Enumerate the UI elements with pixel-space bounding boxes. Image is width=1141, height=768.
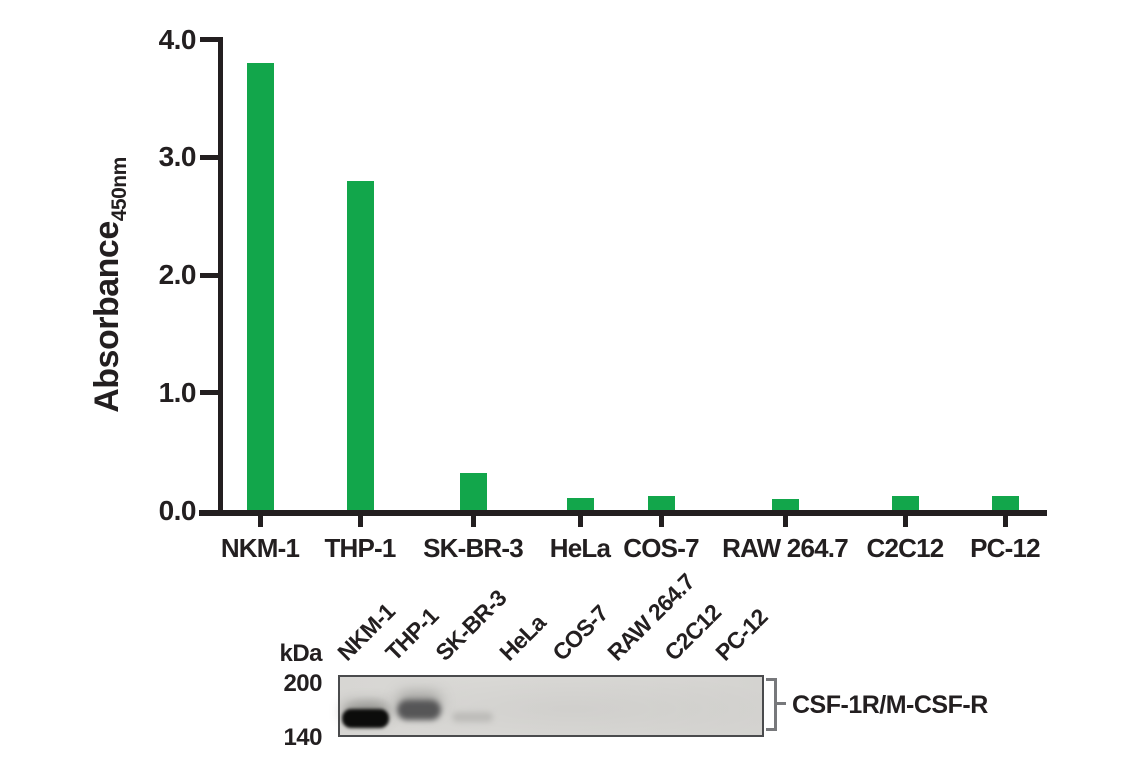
blot-membrane xyxy=(338,675,764,737)
y-tick-3 xyxy=(200,154,218,160)
bar-THP-1 xyxy=(346,181,374,510)
y-tick-label-1: 1.0 xyxy=(158,376,197,408)
x-tick-PC-12 xyxy=(1002,515,1008,527)
y-tick-4 xyxy=(200,37,218,42)
molecular-weight-marker-140: 140 xyxy=(283,724,322,751)
x-category-label-SK-BR-3: SK-BR-3 xyxy=(423,533,524,563)
band-range-bracket-tick xyxy=(777,702,786,705)
x-tick-RAW 264.7 xyxy=(782,515,788,527)
bar-SK-BR-3 xyxy=(459,473,487,510)
blot-band-NKM-1 xyxy=(342,709,390,728)
molecular-weight-marker-200: 200 xyxy=(283,670,322,697)
lane-label-COS-7: COS-7 xyxy=(547,600,613,666)
y-tick-label-4: 4.0 xyxy=(158,23,197,55)
y-tick-1 xyxy=(200,390,218,396)
band-target-label: CSF-1R/M-CSF-R xyxy=(792,691,988,719)
bar-C2C12 xyxy=(891,496,919,510)
x-category-label-PC-12: PC-12 xyxy=(970,533,1041,563)
bar-COS-7 xyxy=(647,496,675,510)
x-tick-HeLa xyxy=(577,515,583,527)
blot-band-SK-BR-3 xyxy=(451,712,493,722)
x-category-label-THP-1: THP-1 xyxy=(324,533,396,563)
bar-PC-12 xyxy=(991,496,1019,510)
bar-RAW 264.7 xyxy=(771,499,799,510)
x-category-label-NKM-1: NKM-1 xyxy=(220,533,300,563)
x-category-label-COS-7: COS-7 xyxy=(623,533,699,563)
bar-NKM-1 xyxy=(246,63,274,510)
x-tick-THP-1 xyxy=(357,515,363,527)
x-tick-COS-7 xyxy=(658,515,664,527)
x-category-label-HeLa: HeLa xyxy=(549,533,611,563)
x-category-label-RAW 264.7: RAW 264.7 xyxy=(722,533,849,563)
x-tick-C2C12 xyxy=(902,515,908,527)
lane-label-SK-BR-3: SK-BR-3 xyxy=(430,584,512,666)
bar-HeLa xyxy=(566,498,594,510)
y-tick-label-0: 0.0 xyxy=(158,494,197,526)
x-category-label-C2C12: C2C12 xyxy=(866,533,945,563)
band-range-bracket xyxy=(766,678,777,731)
blot-band-THP-1 xyxy=(396,700,441,720)
y-axis-line xyxy=(218,37,223,515)
y-tick-label-3: 3.0 xyxy=(158,141,197,173)
kda-unit-label: kDa xyxy=(279,640,322,667)
lane-label-HeLa: HeLa xyxy=(494,609,551,666)
y-tick-label-2: 2.0 xyxy=(158,259,197,290)
y-tick-2 xyxy=(200,272,218,278)
x-axis-line xyxy=(199,510,1047,516)
x-tick-NKM-1 xyxy=(257,515,263,527)
x-tick-SK-BR-3 xyxy=(470,515,476,527)
